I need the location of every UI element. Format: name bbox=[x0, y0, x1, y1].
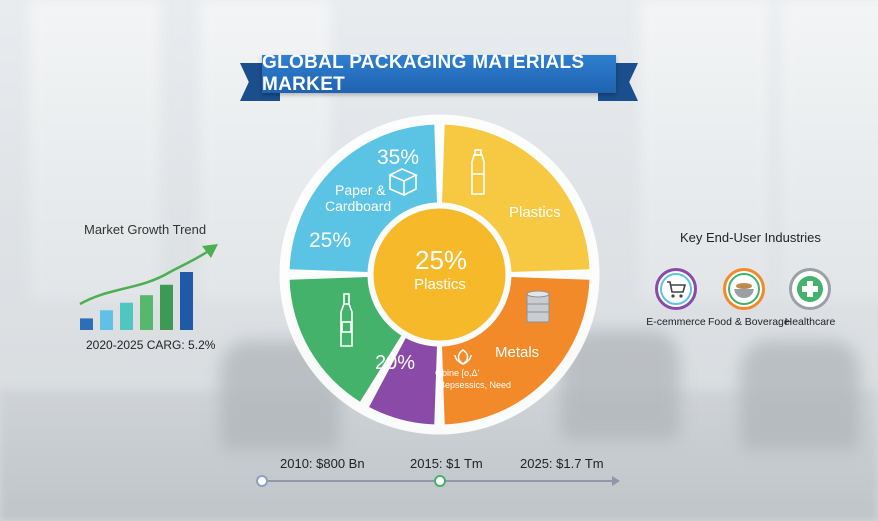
page-title: GLOBAL PACKAGING MATERIALS MARKET bbox=[262, 52, 585, 95]
center-value: 25% bbox=[415, 245, 468, 275]
industry-healthcare-ring bbox=[789, 268, 831, 310]
title-banner: GLOBAL PACKAGING MATERIALS MARKET bbox=[240, 52, 638, 101]
growth-bar bbox=[100, 310, 113, 330]
background-window bbox=[780, 0, 878, 300]
trend-arrow-icon bbox=[202, 244, 218, 258]
growth-bar bbox=[120, 302, 133, 330]
segment-paper-label-line2: Cardboard bbox=[325, 198, 392, 214]
industry-healthcare-label: Healthcare bbox=[784, 316, 836, 328]
segment-paper-label-line1: Paper & bbox=[335, 182, 386, 198]
trend-line bbox=[79, 248, 211, 306]
industry-healthcare: Healthcare bbox=[774, 268, 846, 328]
glass-bottle-icon bbox=[340, 293, 353, 347]
segment-plastics bbox=[442, 124, 590, 272]
background-window bbox=[640, 0, 770, 300]
market-growth-panel: Market Growth Trend 2020-2025 CARG: 5.2% bbox=[70, 220, 240, 360]
industry-ecommerce-label: E-cemmerce bbox=[646, 316, 706, 328]
segment-bio-label-line2: Bepsessics, Need bbox=[439, 380, 512, 390]
timeline-dot-2015 bbox=[434, 475, 446, 487]
growth-bar bbox=[160, 284, 173, 330]
bottle-icon bbox=[471, 149, 485, 195]
timeline-label-2015: 2015: $1 Tm bbox=[410, 456, 483, 471]
leaf-icon bbox=[454, 349, 472, 365]
donut-center bbox=[373, 208, 506, 341]
donut-svg bbox=[279, 114, 600, 435]
growth-bar-chart bbox=[79, 244, 218, 330]
timeline-arrow-icon bbox=[612, 476, 620, 486]
segment-paper-top-value: 35% bbox=[377, 146, 420, 169]
growth-bar bbox=[180, 272, 193, 330]
segment-bio bbox=[369, 338, 437, 425]
materials-donut-chart: 35% Paper & Cardboard 25% Plastics Metal… bbox=[277, 112, 602, 437]
segment-metals bbox=[442, 277, 590, 425]
shopping-cart-icon bbox=[660, 273, 692, 305]
growth-cagr: 2020-2025 CARG: 5.2% bbox=[86, 338, 216, 352]
can-icon bbox=[526, 290, 550, 323]
background-window bbox=[30, 0, 160, 300]
segment-glass bbox=[289, 277, 402, 402]
market-size-timeline: 2010: $800 Bn 2015: $1 Tm 2025: $1.7 Tm bbox=[250, 450, 630, 500]
industries-title: Key End-User Industries bbox=[680, 230, 821, 245]
segment-bio-label-line1: Gbine [o,Δ' bbox=[435, 368, 480, 378]
timeline-dot-2010 bbox=[256, 475, 268, 487]
industry-food-label: Food & Boverage bbox=[708, 316, 790, 328]
background-chair bbox=[740, 340, 860, 450]
segment-paper-cardboard bbox=[289, 124, 437, 272]
end-user-industries-panel: Key End-User Industries E-cemmerce Food … bbox=[640, 228, 870, 338]
growth-bar bbox=[80, 318, 93, 330]
box-icon bbox=[388, 168, 418, 197]
center-label: Plastics bbox=[414, 276, 466, 293]
growth-bar bbox=[140, 295, 153, 330]
growth-title: Market Growth Trend bbox=[84, 222, 207, 237]
industry-food-beverage: Food & Boverage bbox=[708, 268, 790, 328]
food-bowl-icon bbox=[728, 273, 760, 305]
banner-body: GLOBAL PACKAGING MATERIALS MARKET bbox=[262, 52, 616, 95]
segment-glass-value: 20% bbox=[375, 352, 416, 374]
industry-ecommerce-ring bbox=[655, 268, 697, 310]
segment-metals-label: Metals bbox=[495, 344, 540, 361]
industry-food-ring bbox=[723, 268, 765, 310]
timeline-label-2025: 2025: $1.7 Tm bbox=[520, 456, 604, 471]
industry-ecommerce: E-cemmerce bbox=[640, 268, 712, 328]
medical-cross-icon bbox=[797, 276, 823, 302]
timeline-label-2010: 2010: $800 Bn bbox=[280, 456, 365, 471]
segment-paper-value: 25% bbox=[309, 229, 352, 252]
segment-plastics-label: Plastics bbox=[509, 204, 561, 221]
